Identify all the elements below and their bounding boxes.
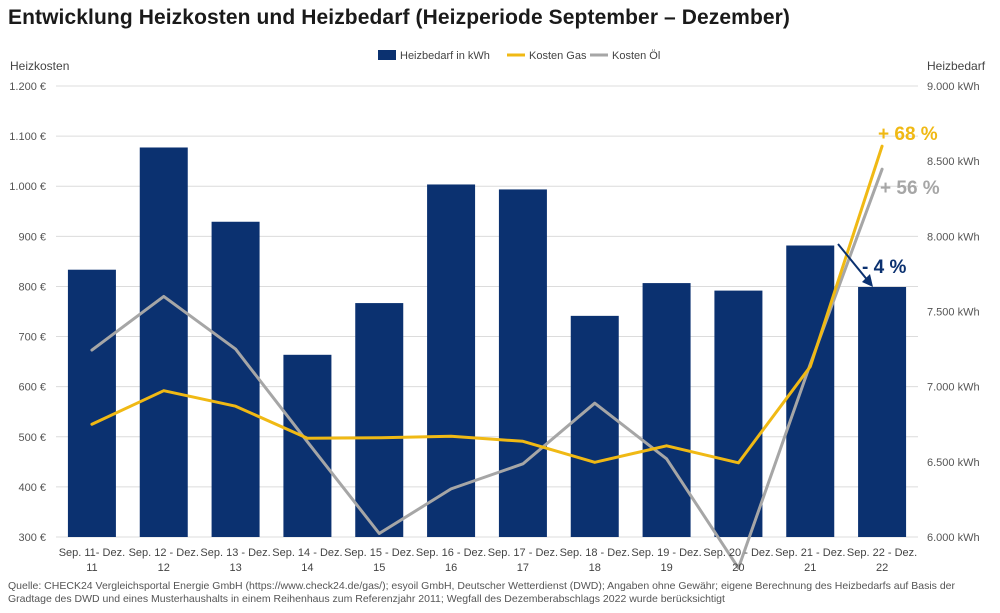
bar [642, 283, 691, 537]
bar [427, 184, 476, 538]
x-tick-label: Sep. 19 - Dez. [631, 547, 701, 559]
chart-title: Entwicklung Heizkosten und Heizbedarf (H… [8, 6, 791, 29]
left-tick-label: 1.200 € [9, 81, 46, 93]
legend-label: Kosten Öl [612, 50, 660, 62]
left-tick-label: 700 € [18, 332, 46, 344]
x-tick-label: Sep. 13 - Dez. [200, 547, 270, 559]
x-tick-label: 21 [804, 562, 816, 574]
left-tick-label: 800 € [18, 281, 46, 293]
bar [67, 269, 116, 537]
right-tick-label: 6.500 kWh [927, 457, 980, 469]
left-axis-title: Heizkosten [10, 59, 69, 73]
x-tick-label: Sep. 16 - Dez. [416, 547, 486, 559]
x-tick-label: 11 [86, 562, 97, 574]
x-tick-label: Sep. 11- Dez. [59, 547, 125, 559]
left-axis: 300 € 400 € 500 € 600 € 700 € 800 € 900 € 1.000… [9, 59, 69, 544]
right-tick-label: 7.500 kWh [927, 307, 980, 319]
x-tick-label: 19 [660, 562, 672, 574]
left-tick-label: 400 € [18, 482, 46, 494]
right-tick-label: 9.000 kWh [927, 81, 980, 93]
bar [786, 245, 835, 537]
annotation-arrow-line [837, 243, 870, 283]
legend-label: Kosten Gas [529, 50, 587, 62]
bar [714, 290, 763, 537]
right-tick-label: 8.500 kWh [927, 156, 980, 168]
x-tick-label: Sep. 15 - Dez. [344, 547, 414, 559]
x-tick-label: Sep. 21 - Dez. [775, 547, 845, 559]
x-tick-label: 16 [445, 562, 457, 574]
annotations: + 68 % + 56 % - 4 % [837, 124, 940, 287]
source-note: Quelle: CHECK24 Vergleichsportal Energie… [8, 580, 956, 605]
bar [211, 221, 260, 537]
x-tick-label: Sep. 20 - Dez. [703, 547, 773, 559]
x-axis: Sep. 11- Dez. 11 Sep. 12 - Dez. 12 Sep. 13 -… [59, 547, 918, 574]
bar [355, 303, 404, 537]
series-line-oil [90, 167, 884, 570]
left-tick-label: 300 € [18, 532, 46, 544]
x-tick-label: 22 [876, 562, 888, 574]
bar [570, 315, 619, 537]
legend: Heizbedarf in kWh Kosten Gas Kosten Öl [378, 50, 660, 62]
x-tick-label: 13 [229, 562, 241, 574]
bar [858, 286, 907, 537]
left-tick-label: 1.100 € [9, 131, 46, 143]
gridlines [56, 85, 918, 538]
bar [283, 354, 332, 537]
x-tick-label: 14 [301, 562, 313, 574]
x-tick-label: Sep. 14 - Dez. [272, 547, 342, 559]
left-tick-label: 1.000 € [9, 181, 46, 193]
chart: 300 € 400 € 500 € 600 € 700 € 800 € 900 € 1.000… [9, 50, 986, 574]
left-tick-label: 500 € [18, 432, 46, 444]
x-tick-label: 15 [373, 562, 385, 574]
x-tick-label: Sep. 12 - Dez. [129, 547, 199, 559]
bars [67, 147, 907, 538]
annotation-arrow-head [862, 274, 873, 287]
x-tick-label: Sep. 22 - Dez. [847, 547, 917, 559]
right-tick-label: 6.000 kWh [927, 532, 980, 544]
x-tick-label: 20 [732, 562, 744, 574]
legend-label: Heizbedarf in kWh [400, 50, 490, 62]
bar [139, 147, 188, 537]
right-axis-title: Heizbedarf [927, 59, 986, 73]
annotation-demand: - 4 % [862, 257, 906, 278]
right-tick-label: 7.000 kWh [927, 382, 980, 394]
right-tick-label: 8.000 kWh [927, 231, 980, 243]
right-axis: 6.000 kWh 6.500 kWh 7.000 kWh 7.500 kWh 8.00… [927, 59, 986, 544]
annotation-oil: + 56 % [880, 178, 940, 199]
annotation-gas: + 68 % [878, 124, 938, 145]
left-tick-label: 600 € [18, 382, 46, 394]
left-tick-label: 900 € [18, 231, 46, 243]
legend-swatch-bar [378, 50, 396, 60]
bar [498, 189, 547, 538]
series-line-gas [90, 144, 884, 465]
x-tick-label: 17 [517, 562, 529, 574]
x-tick-label: 12 [158, 562, 170, 574]
x-tick-label: Sep. 18 - Dez. [560, 547, 630, 559]
x-tick-label: Sep. 17 - Dez. [488, 547, 558, 559]
lines [90, 144, 884, 570]
x-tick-label: 18 [589, 562, 601, 574]
